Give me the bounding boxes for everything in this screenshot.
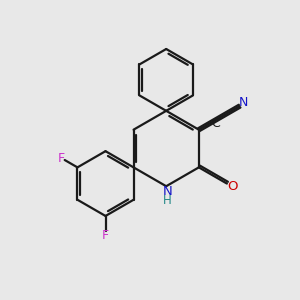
Text: F: F (102, 230, 109, 242)
Text: N: N (163, 185, 172, 198)
Text: O: O (227, 180, 238, 193)
Text: C: C (211, 117, 220, 130)
Text: F: F (58, 152, 65, 165)
Text: H: H (163, 194, 172, 207)
Text: N: N (239, 96, 248, 109)
